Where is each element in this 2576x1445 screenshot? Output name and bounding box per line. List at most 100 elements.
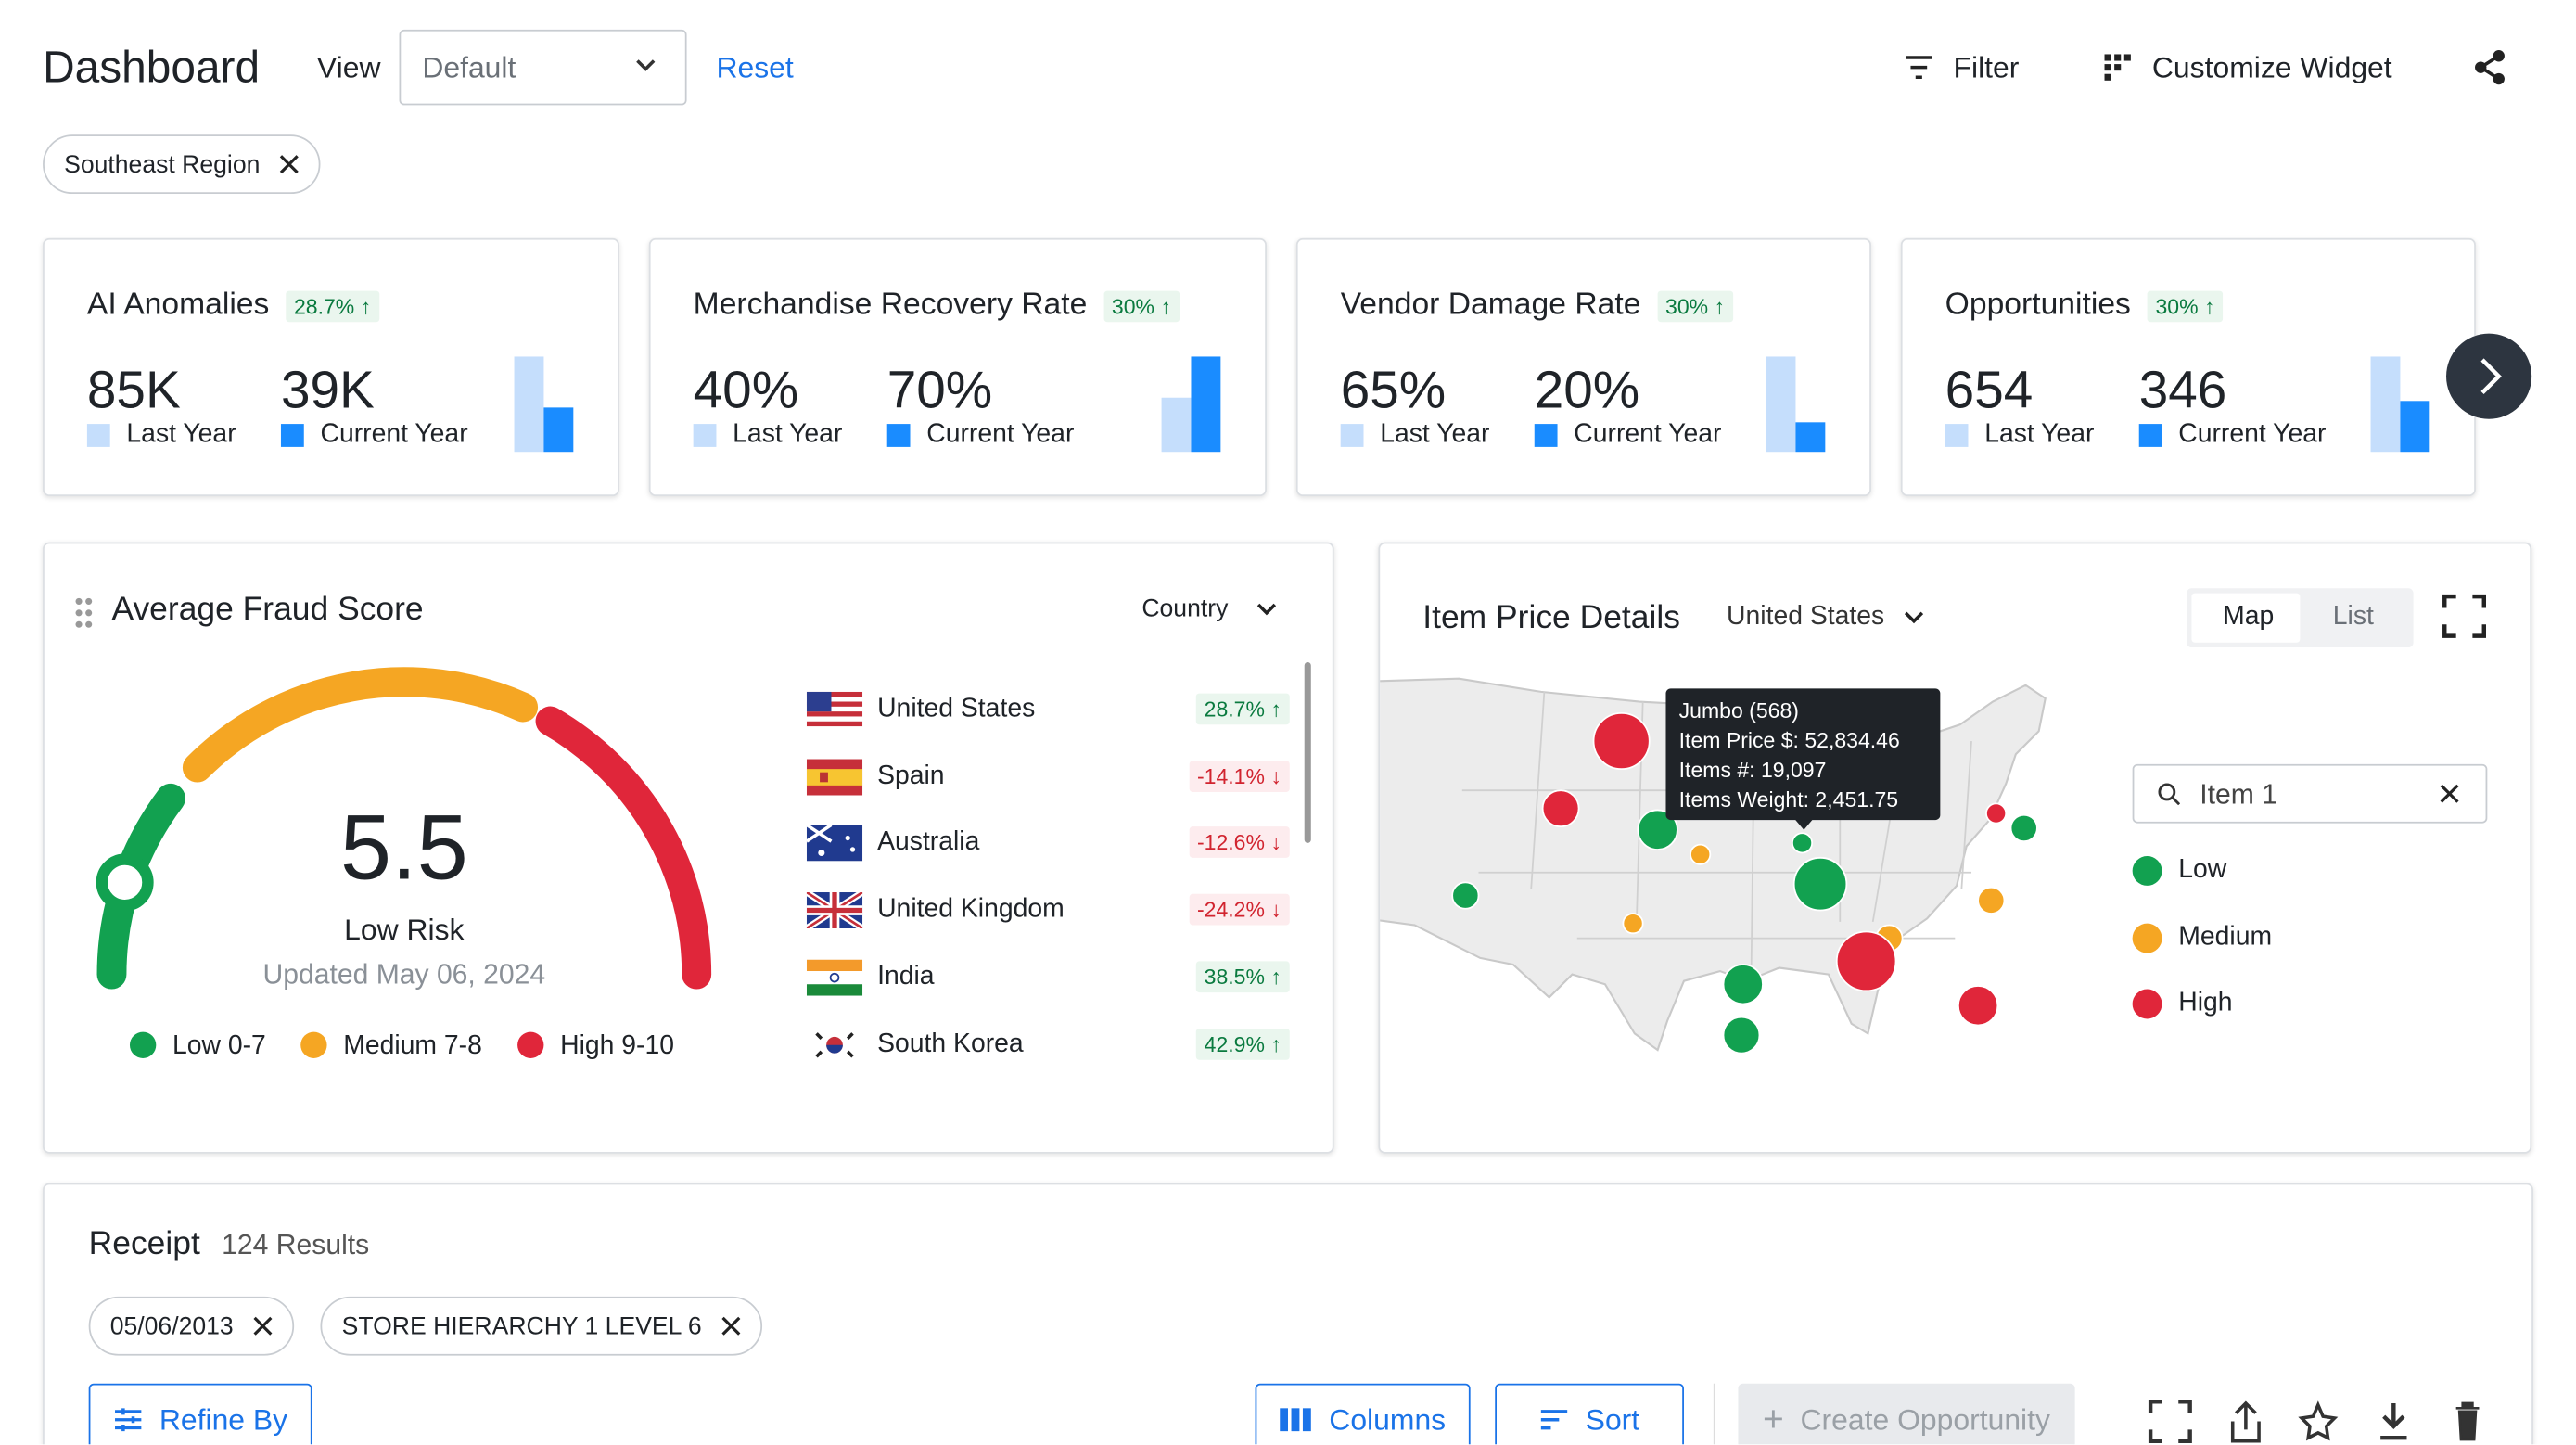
remove-icon[interactable]: [280, 155, 300, 174]
kpi-change: 30% ↑: [1103, 289, 1180, 322]
tooltip-line: Items Weight: 2,451.75: [1678, 786, 1899, 812]
country-name: United Kingdom: [877, 895, 1065, 924]
sort-button[interactable]: Sort: [1495, 1383, 1684, 1445]
button-label: Create Opportunity: [1800, 1402, 2050, 1436]
search-icon: [2158, 783, 2181, 806]
filter-button[interactable]: Filter: [1953, 50, 2020, 84]
flag: [806, 758, 863, 795]
fraud-card: Average Fraud Score Country 5.5 Low Risk…: [43, 542, 1334, 1154]
columns-icon: [1280, 1408, 1311, 1432]
legend-label: Low 0-7: [172, 1030, 266, 1060]
next-button[interactable]: [2446, 333, 2532, 419]
flag-part: [806, 701, 863, 707]
chevron[interactable]: [1256, 601, 1279, 618]
legend-label: Last Year: [126, 420, 236, 449]
search-box[interactable]: Item 1: [2132, 763, 2488, 824]
arrow-up: ↑: [1264, 697, 1282, 722]
region-dropdown[interactable]: United States: [1727, 603, 1885, 632]
change-value: 30%: [1665, 293, 1709, 318]
country-change: 38.5% ↑: [1195, 961, 1290, 992]
kpi-card: Vendor Damage Rate 30% ↑ 65% Last Year 20% Cu…: [1295, 237, 1871, 497]
legend-label: High: [2178, 990, 2233, 1018]
map-bubble: [1722, 1016, 1761, 1055]
x-path: [280, 155, 300, 174]
refine-button[interactable]: Refine By: [88, 1383, 312, 1445]
kpi-header: Vendor Damage Rate 30% ↑: [1341, 288, 1733, 324]
legend-label: Medium: [2178, 923, 2273, 952]
map-bubble: [2009, 813, 2038, 842]
tab[interactable]: List: [2332, 603, 2374, 632]
customize-icon[interactable]: [2103, 53, 2133, 83]
map-bubble: [1835, 930, 1897, 992]
flag-part: [806, 959, 863, 971]
country-name: South Korea: [877, 1029, 1024, 1058]
map-bubble: [1957, 985, 1999, 1027]
view-label: View: [316, 50, 381, 84]
change-value: -12.6%: [1196, 830, 1265, 855]
card-title: Item Price Details: [1422, 599, 1680, 636]
legend-swatch: [1534, 424, 1558, 447]
country-change: -24.2% ↓: [1189, 893, 1290, 926]
flag-part: [820, 772, 828, 782]
country-dropdown[interactable]: Country: [1141, 595, 1229, 623]
clear-icon[interactable]: [2440, 784, 2459, 803]
map-bubble: [1792, 856, 1848, 912]
map-bubble: [1622, 913, 1644, 935]
gauge-arc: [182, 667, 539, 783]
flag-part: [806, 892, 863, 929]
kpi-header: AI Anomalies 28.7% ↑: [87, 288, 380, 324]
drag-handle[interactable]: [74, 596, 94, 629]
map-bubble: [1985, 802, 2008, 825]
gauge: 5.5 Low Risk Updated May 06, 2024 Low 0-…: [96, 667, 712, 1060]
filter-icon[interactable]: [1904, 54, 1933, 80]
scrollbar[interactable]: [1304, 661, 1311, 843]
expand-icon[interactable]: [2442, 594, 2488, 640]
kpi-change: 28.7% ↑: [286, 289, 380, 322]
search-value: Item 1: [2200, 778, 2277, 811]
flag: [806, 959, 863, 996]
arrow-up: ↑: [2198, 293, 2215, 318]
change-value: -24.2%: [1196, 897, 1265, 923]
kpi-value: 346: [2138, 359, 2227, 419]
kpi-card: Merchandise Recovery Rate 30% ↑ 40% Last Ye…: [648, 237, 1267, 497]
flag: [806, 1026, 863, 1063]
gauge-updated: Updated May 06, 2024: [263, 959, 546, 990]
arrow-down: ↓: [1264, 897, 1282, 923]
customize-button[interactable]: Customize Widget: [2151, 50, 2392, 84]
chevron[interactable]: [1903, 609, 1926, 626]
share-icon[interactable]: [2474, 49, 2506, 85]
arrow-up: ↑: [354, 293, 372, 318]
toolbar-icons[interactable]: [2148, 1399, 2493, 1445]
remove-icon[interactable]: [253, 1316, 273, 1336]
view-select[interactable]: Default: [399, 29, 687, 106]
filter-chip[interactable]: 05/06/2013: [88, 1296, 295, 1356]
legend-swatch: [1340, 424, 1364, 447]
create-button[interactable]: + Create Opportunity: [1738, 1383, 2075, 1445]
country-name: United States: [877, 695, 1036, 723]
legend-label: Current Year: [320, 420, 468, 449]
legend-swatch: [280, 424, 304, 447]
kpi-change: 30% ↑: [2147, 289, 2224, 322]
tooltip-line: Items #: 19,097: [1678, 757, 1827, 783]
flag-part: [806, 721, 863, 727]
legend-label: Medium 7-8: [343, 1030, 482, 1060]
flag-part: [845, 836, 850, 841]
change-value: 28.7%: [1204, 697, 1265, 722]
filter-chip[interactable]: Southeast Region: [43, 134, 321, 195]
arrow-down: ↓: [1264, 763, 1282, 788]
filter-chip[interactable]: STORE HIERARCHY 1 LEVEL 6: [320, 1296, 763, 1356]
kpi-bar: [1766, 356, 1796, 453]
country-change: -12.6% ↓: [1189, 826, 1290, 859]
map-bubble: [1722, 964, 1764, 1005]
remove-icon[interactable]: [721, 1316, 741, 1336]
country-name: Australia: [877, 828, 980, 857]
columns-button[interactable]: Columns: [1255, 1383, 1471, 1445]
tooltip-lines: Jumbo (568) Item Price $: 52,834.46 Items …: [1665, 688, 1940, 823]
gauge-arc: [535, 706, 712, 990]
plus: +: [1763, 1398, 1784, 1439]
map-bubble: [1690, 843, 1712, 865]
reset-link[interactable]: Reset: [716, 50, 794, 84]
change-value: 30%: [1111, 293, 1155, 318]
tab[interactable]: Map: [2223, 603, 2275, 632]
